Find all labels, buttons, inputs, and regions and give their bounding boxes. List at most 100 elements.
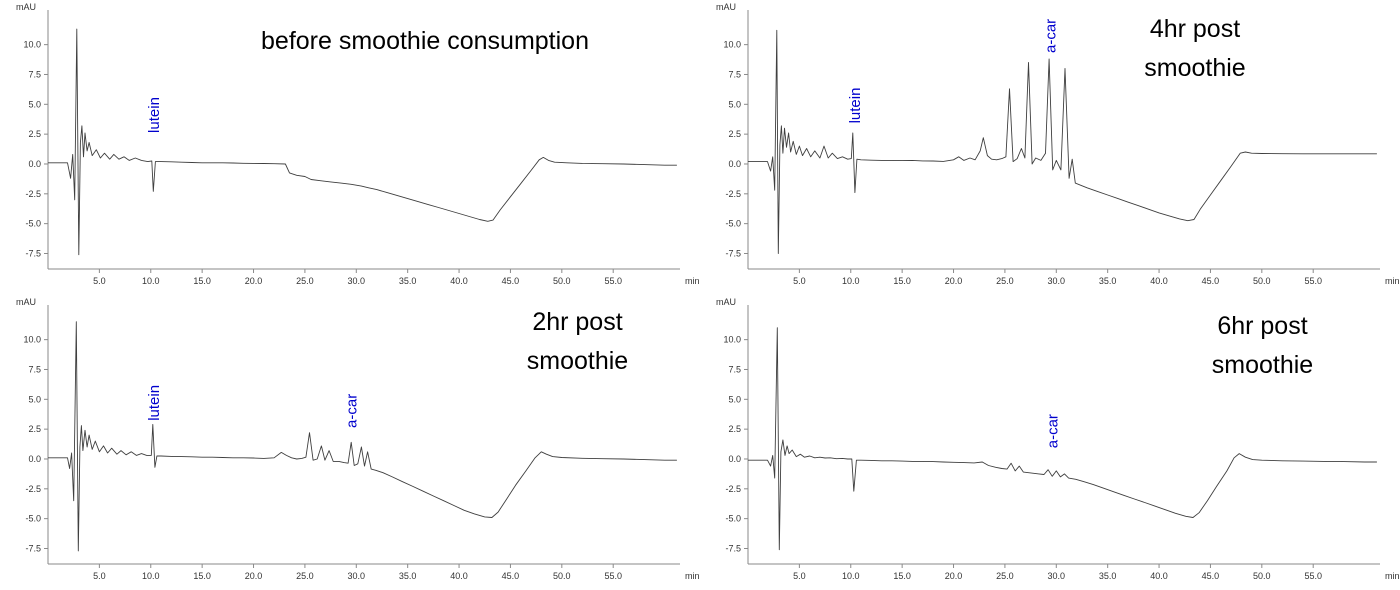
svg-text:lutein: lutein (146, 97, 163, 133)
svg-text:50.0: 50.0 (553, 276, 571, 286)
svg-text:-7.5: -7.5 (25, 543, 41, 553)
svg-text:30.0: 30.0 (1048, 571, 1066, 581)
svg-text:40.0: 40.0 (450, 276, 468, 286)
chromatogram-plot-before: 10.0 7.5 5.0 2.5 0.0 -2.5 -5.0 -7.5 5.0 10.0 15.0 2… (16, 2, 700, 286)
svg-text:15.0: 15.0 (193, 571, 211, 581)
svg-text:55.0: 55.0 (604, 276, 622, 286)
svg-text:5.0: 5.0 (728, 99, 741, 109)
svg-text:7.5: 7.5 (728, 364, 741, 374)
svg-text:55.0: 55.0 (1304, 571, 1322, 581)
panel-title-6hr: 6hr post smoothie (1211, 312, 1314, 379)
panel-title-4hr: 4hr post smoothie (1144, 15, 1246, 82)
svg-text:0.0: 0.0 (728, 159, 741, 169)
svg-text:40.0: 40.0 (1150, 276, 1168, 286)
svg-text:-7.5: -7.5 (725, 248, 741, 258)
svg-text:55.0: 55.0 (1304, 276, 1322, 286)
svg-text:10.0: 10.0 (23, 40, 41, 50)
svg-text:10.0: 10.0 (23, 335, 41, 345)
svg-text:5.0: 5.0 (728, 394, 741, 404)
svg-text:min: min (685, 571, 700, 581)
svg-text:lutein: lutein (146, 385, 163, 421)
svg-text:20.0: 20.0 (245, 571, 263, 581)
svg-text:10.0: 10.0 (723, 335, 741, 345)
svg-text:min: min (1385, 571, 1400, 581)
panel-4hr-post: 10.0 7.5 5.0 2.5 0.0 -2.5 -5.0 -7.5 5.0 10.0 15.0 2… (700, 0, 1400, 295)
svg-text:-5.0: -5.0 (25, 219, 41, 229)
svg-text:15.0: 15.0 (893, 276, 911, 286)
svg-text:55.0: 55.0 (604, 571, 622, 581)
svg-text:5.0: 5.0 (93, 571, 106, 581)
svg-text:10.0: 10.0 (142, 571, 160, 581)
svg-text:10.0: 10.0 (723, 40, 741, 50)
svg-text:mAU: mAU (16, 2, 36, 12)
svg-text:2.5: 2.5 (28, 129, 41, 139)
svg-text:min: min (685, 276, 700, 286)
svg-text:20.0: 20.0 (945, 571, 963, 581)
svg-text:45.0: 45.0 (502, 571, 520, 581)
svg-text:50.0: 50.0 (553, 571, 571, 581)
svg-text:-2.5: -2.5 (725, 189, 741, 199)
svg-text:-5.0: -5.0 (725, 219, 741, 229)
svg-text:7.5: 7.5 (728, 69, 741, 79)
svg-text:mAU: mAU (16, 297, 36, 307)
panel-6hr-post: 10.0 7.5 5.0 2.5 0.0 -2.5 -5.0 -7.5 5.0 10.0 15.0 2… (700, 295, 1400, 590)
panel-title-before: before smoothie consumption (261, 27, 589, 55)
svg-text:7.5: 7.5 (28, 364, 41, 374)
svg-text:35.0: 35.0 (399, 276, 417, 286)
svg-text:2.5: 2.5 (28, 424, 41, 434)
svg-text:30.0: 30.0 (1048, 276, 1066, 286)
chromatogram-plot-4hr: 10.0 7.5 5.0 2.5 0.0 -2.5 -5.0 -7.5 5.0 10.0 15.0 2… (716, 2, 1400, 286)
svg-text:10.0: 10.0 (842, 276, 860, 286)
svg-text:5.0: 5.0 (793, 571, 806, 581)
svg-text:35.0: 35.0 (399, 571, 417, 581)
svg-text:a-car: a-car (1044, 414, 1061, 448)
svg-text:35.0: 35.0 (1099, 276, 1117, 286)
svg-text:-2.5: -2.5 (725, 484, 741, 494)
svg-text:30.0: 30.0 (348, 571, 366, 581)
svg-text:50.0: 50.0 (1253, 571, 1271, 581)
panel-title-2hr: 2hr post smoothie (526, 308, 629, 375)
svg-text:min: min (1385, 276, 1400, 286)
svg-text:15.0: 15.0 (893, 571, 911, 581)
svg-text:-7.5: -7.5 (25, 248, 41, 258)
svg-text:15.0: 15.0 (193, 276, 211, 286)
svg-text:50.0: 50.0 (1253, 276, 1271, 286)
svg-text:2.5: 2.5 (728, 424, 741, 434)
svg-text:25.0: 25.0 (296, 571, 314, 581)
svg-text:35.0: 35.0 (1099, 571, 1117, 581)
svg-text:25.0: 25.0 (996, 276, 1014, 286)
svg-text:-7.5: -7.5 (725, 543, 741, 553)
svg-text:25.0: 25.0 (996, 571, 1014, 581)
svg-text:10.0: 10.0 (142, 276, 160, 286)
svg-text:-5.0: -5.0 (25, 514, 41, 524)
svg-text:40.0: 40.0 (1150, 571, 1168, 581)
svg-text:-2.5: -2.5 (25, 484, 41, 494)
svg-text:40.0: 40.0 (450, 571, 468, 581)
svg-text:a-car: a-car (1042, 19, 1059, 53)
svg-text:a-car: a-car (343, 394, 360, 428)
svg-text:mAU: mAU (716, 2, 736, 12)
svg-text:20.0: 20.0 (945, 276, 963, 286)
svg-text:10.0: 10.0 (842, 571, 860, 581)
svg-text:lutein: lutein (847, 88, 864, 124)
svg-text:2.5: 2.5 (728, 129, 741, 139)
svg-text:45.0: 45.0 (502, 276, 520, 286)
svg-text:0.0: 0.0 (28, 454, 41, 464)
svg-text:mAU: mAU (716, 297, 736, 307)
svg-text:45.0: 45.0 (1202, 276, 1220, 286)
svg-text:5.0: 5.0 (793, 276, 806, 286)
svg-text:5.0: 5.0 (28, 99, 41, 109)
svg-text:7.5: 7.5 (28, 69, 41, 79)
svg-text:5.0: 5.0 (93, 276, 106, 286)
svg-text:45.0: 45.0 (1202, 571, 1220, 581)
panel-2hr-post: 10.0 7.5 5.0 2.5 0.0 -2.5 -5.0 -7.5 5.0 10.0 15.0 2… (0, 295, 700, 590)
svg-text:0.0: 0.0 (28, 159, 41, 169)
svg-text:-2.5: -2.5 (25, 189, 41, 199)
svg-text:30.0: 30.0 (348, 276, 366, 286)
panel-before-smoothie: 10.0 7.5 5.0 2.5 0.0 -2.5 -5.0 -7.5 5.0 10.0 15.0 2… (0, 0, 700, 295)
svg-text:25.0: 25.0 (296, 276, 314, 286)
svg-text:5.0: 5.0 (28, 394, 41, 404)
chromatogram-plot-6hr: 10.0 7.5 5.0 2.5 0.0 -2.5 -5.0 -7.5 5.0 10.0 15.0 2… (716, 297, 1400, 581)
svg-text:20.0: 20.0 (245, 276, 263, 286)
